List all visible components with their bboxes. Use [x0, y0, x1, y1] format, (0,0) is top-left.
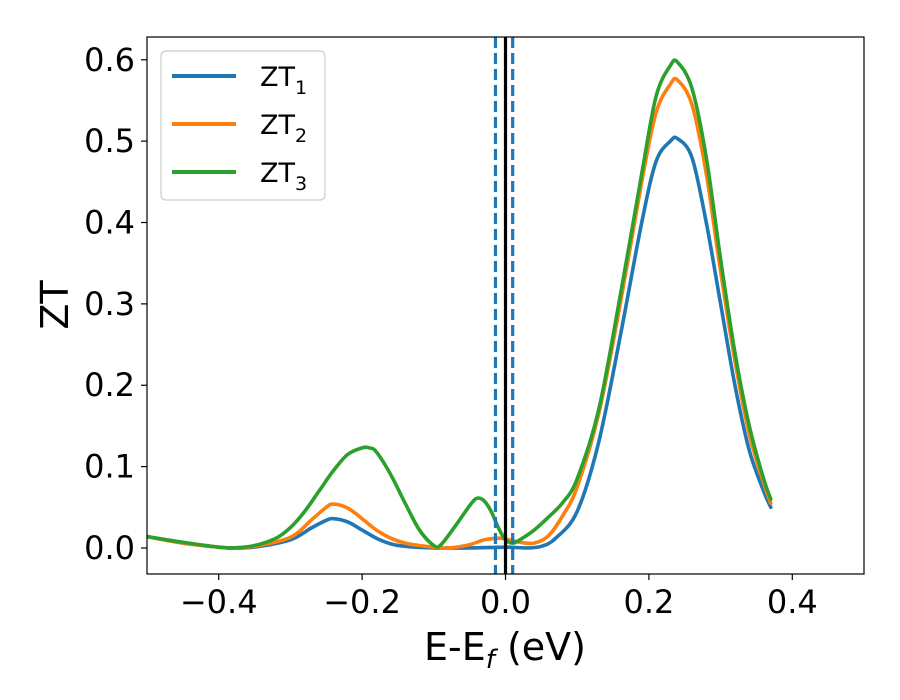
x-tick-label: −0.2: [323, 583, 401, 621]
plot-area: [147, 37, 773, 574]
x-tick-label: 0.4: [767, 583, 818, 621]
y-tick-label: 0.5: [84, 122, 135, 160]
x-tick-label: −0.4: [180, 583, 258, 621]
y-tick-label: 0.2: [84, 366, 135, 404]
legend-label-zt3: ZT3: [260, 158, 307, 195]
y-tick-label: 0.4: [84, 204, 135, 242]
legend: ZT1 ZT2 ZT3: [160, 50, 326, 201]
x-axis: −0.4 −0.2 0.0 0.2 0.4: [180, 574, 818, 621]
y-tick-label: 0.1: [84, 448, 135, 486]
y-tick-label: 0.0: [84, 529, 135, 567]
x-tick-label: 0.0: [480, 583, 531, 621]
legend-label-zt2: ZT2: [260, 110, 307, 147]
legend-label-zt1: ZT1: [260, 62, 307, 99]
y-axis-title: ZT: [33, 280, 77, 330]
y-axis: 0.0 0.1 0.2 0.3 0.4 0.5 0.6: [84, 41, 147, 567]
series-line-zt1: [147, 135, 773, 550]
y-tick-label: 0.6: [84, 41, 135, 79]
legend-box: [160, 50, 326, 201]
x-tick-label: 0.2: [623, 583, 674, 621]
x-axis-title: E-Ef (eV): [424, 625, 586, 675]
series-line-zt3: [147, 58, 773, 550]
y-tick-label: 0.3: [84, 285, 135, 323]
